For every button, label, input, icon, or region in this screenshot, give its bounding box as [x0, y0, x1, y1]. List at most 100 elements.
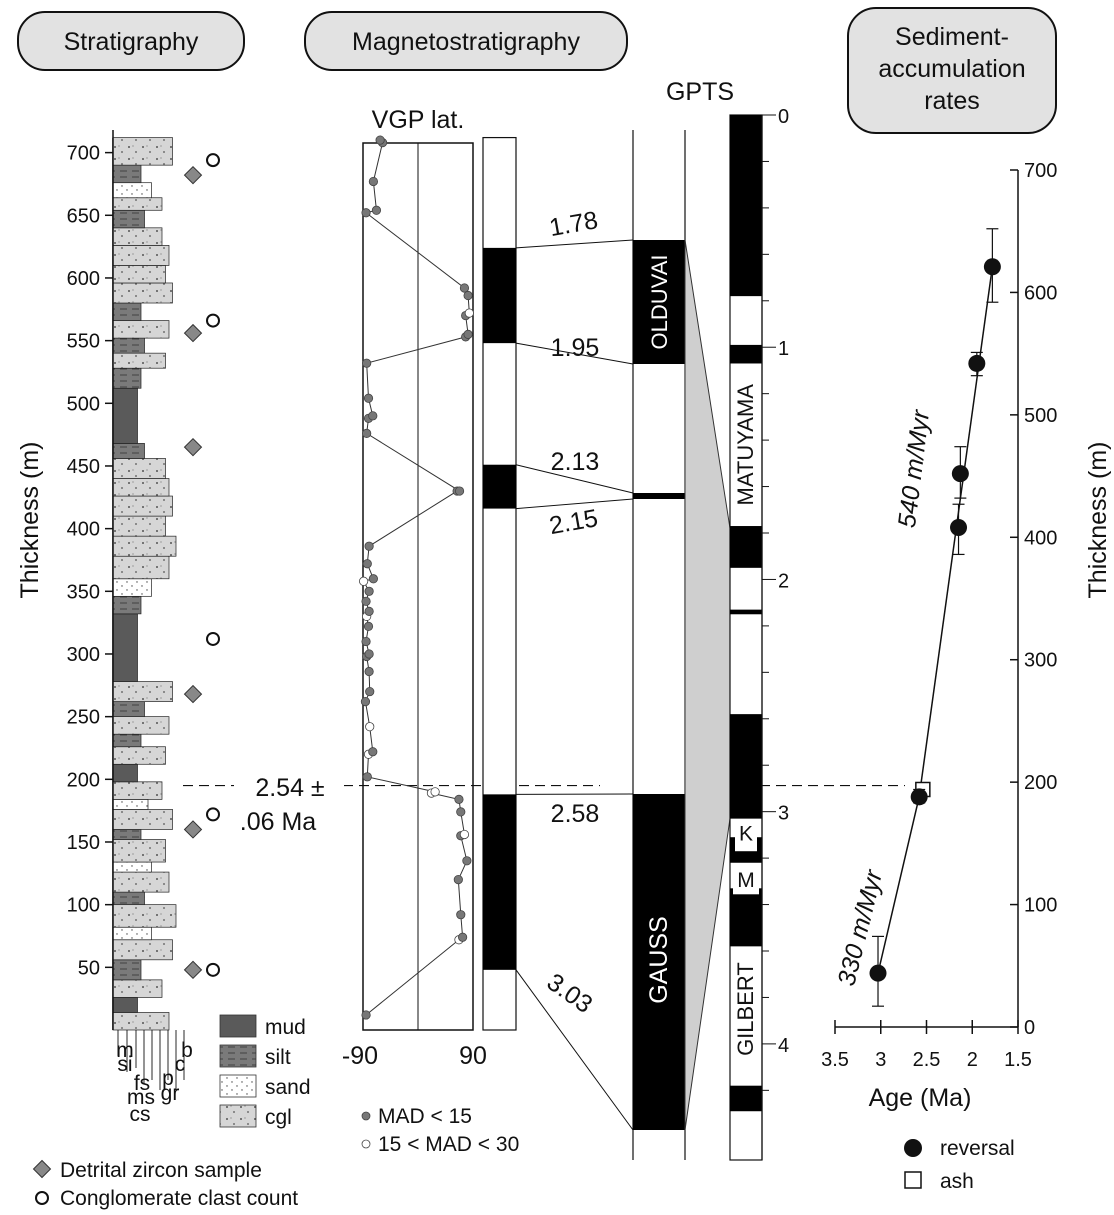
- litho-unit-cgl: [112, 227, 163, 246]
- litho-unit-cgl: [112, 137, 173, 166]
- sar-reversal-point: [950, 518, 968, 536]
- vgp-path: [362, 139, 470, 1016]
- sar-x-ticks: 3.5 3 2.5 2 1.5: [821, 1020, 1032, 1071]
- litho-unit-cgl: [112, 904, 177, 928]
- chron-label-olduvai: OLDUVAI: [647, 255, 672, 350]
- legend-label-sand: sand: [265, 1076, 311, 1099]
- gpts-kaena-box: [735, 820, 757, 852]
- vgp-point-mad-low: [368, 411, 378, 421]
- litho-unit-mud: [112, 763, 138, 783]
- vgp-point-mad-low: [375, 135, 385, 145]
- litho-unit-mud: [112, 613, 138, 682]
- grain-size-label-cs: cs: [130, 1103, 151, 1126]
- thickness-tick-label: 250: [67, 707, 100, 729]
- grain-size-label-p: p: [162, 1067, 174, 1090]
- sar-x-tick-label-1-5: 1.5: [1004, 1049, 1032, 1071]
- litho-unit-silt: [112, 367, 142, 389]
- header-sar-line1: Sediment-: [895, 23, 1009, 51]
- gpts-age-label-0: 0: [778, 106, 789, 128]
- local-normal-zone: [483, 464, 516, 509]
- sar-points: [869, 228, 1001, 1007]
- sar-y-tick-label-300: 300: [1024, 650, 1057, 672]
- sar-rate-line: [877, 796, 920, 974]
- litho-unit-sand: [112, 926, 152, 941]
- sar-y-tick-label-0: 0: [1024, 1017, 1035, 1039]
- litho-unit-silt: [112, 302, 142, 321]
- header-sar-line2: accumulation: [878, 55, 1025, 83]
- ash-label-line2: .06 Ma: [240, 808, 317, 836]
- header-stratigraphy: Stratigraphy: [17, 11, 245, 71]
- thickness-axis-label-left: Thickness (m): [16, 442, 44, 599]
- legend-swatch-silt: [219, 1044, 257, 1068]
- vgp-point-mad-mid: [459, 829, 470, 840]
- sar-x-tick-label-3-5: 3.5: [821, 1049, 849, 1071]
- litho-unit-cgl: [112, 871, 170, 893]
- legend-reversal-marker: [904, 1139, 922, 1157]
- clast-count-marker: [206, 807, 220, 822]
- vgp-point-mad-low: [363, 393, 374, 403]
- litho-unit-sand: [112, 182, 152, 199]
- litho-unit-cgl: [112, 352, 166, 369]
- litho-unit-cgl: [112, 515, 166, 537]
- sar-reversal-point: [869, 964, 887, 982]
- sar-plot: 0 100 200 300 400 500 600 700 3.5 3 2.5 2 1.5 Age (…: [821, 160, 1112, 1193]
- sar-y-tick-label-500: 500: [1024, 405, 1057, 427]
- vgp-point-mad-low: [453, 874, 463, 885]
- gpts-normal-interval: [730, 344, 762, 364]
- litho-unit-cgl: [112, 197, 163, 211]
- vgp-point-mad-low: [458, 932, 468, 942]
- litho-unit-silt: [112, 337, 145, 354]
- litho-unit-cgl: [112, 781, 163, 800]
- gpts-normal-interval: [730, 115, 762, 297]
- vgp-point-mad-mid: [464, 308, 474, 318]
- gpts-age-label-2: 2: [778, 570, 789, 592]
- sar-y-tick-label-400: 400: [1024, 527, 1057, 549]
- vgp-point-mad-mid: [430, 787, 440, 797]
- legend-clast: Conglomerate clast count: [60, 1187, 298, 1210]
- vgp-point-mad-low: [462, 856, 472, 866]
- legend-reversal: reversal: [940, 1137, 1015, 1160]
- vgp-point-mad-low: [360, 697, 371, 707]
- litho-unit-cgl: [112, 681, 173, 702]
- legend-clast-marker: [35, 1191, 49, 1205]
- sar-x-tick-label-3: 3: [875, 1049, 886, 1071]
- local-normal-zone: [483, 794, 516, 970]
- thickness-tick-label: 300: [67, 644, 100, 666]
- litho-unit-cgl: [112, 320, 170, 339]
- sar-y-label: Thickness (m): [1084, 442, 1112, 599]
- sar-y-tick-label-700: 700: [1024, 160, 1057, 182]
- vgp-tick-max: 90: [459, 1042, 487, 1070]
- vgp-point-mad-low: [364, 666, 374, 677]
- clast-count-marker: [206, 631, 220, 646]
- chron-short-event: [633, 493, 685, 499]
- gpts-normal-interval: [730, 888, 762, 947]
- vgp-title: VGP lat.: [372, 106, 465, 134]
- chron-gauss-block: [633, 794, 685, 1130]
- litho-unit-cgl: [112, 245, 170, 266]
- litho-unit-cgl: [112, 495, 173, 517]
- correlation-tie-line: [515, 342, 634, 365]
- legend-swatch-sand: [219, 1074, 257, 1098]
- local-normal-zone: [483, 247, 516, 344]
- litho-unit-cgl: [112, 265, 166, 284]
- thickness-tick-label: 50: [78, 957, 100, 979]
- sar-y-tick-label-100: 100: [1024, 895, 1057, 917]
- thickness-tick-label: 450: [67, 456, 100, 478]
- vgp-point-mad-low: [368, 747, 378, 757]
- vgp-point-mad-low: [364, 649, 374, 659]
- sar-reversal-point: [951, 465, 969, 483]
- thickness-tick-label: 650: [67, 205, 100, 227]
- vgp-point-mad-low: [368, 574, 378, 584]
- legend-zircon: Detrital zircon sample: [60, 1159, 262, 1182]
- litho-unit-mud: [112, 387, 138, 444]
- clast-count-marker: [206, 153, 220, 168]
- sample-markers: [183, 153, 220, 980]
- gpts-column: GPTS MATUYAMA GILBERT KM 0 1 2 3 4: [666, 78, 789, 1161]
- sar-reversal-point: [968, 354, 986, 372]
- vgp-point-mad-low: [362, 559, 372, 569]
- legend-zircon-marker: [32, 1159, 52, 1179]
- grain-size-label-ms: ms: [127, 1086, 155, 1109]
- vgp-point-mad-low: [362, 358, 372, 368]
- thickness-tick-label: 550: [67, 331, 100, 353]
